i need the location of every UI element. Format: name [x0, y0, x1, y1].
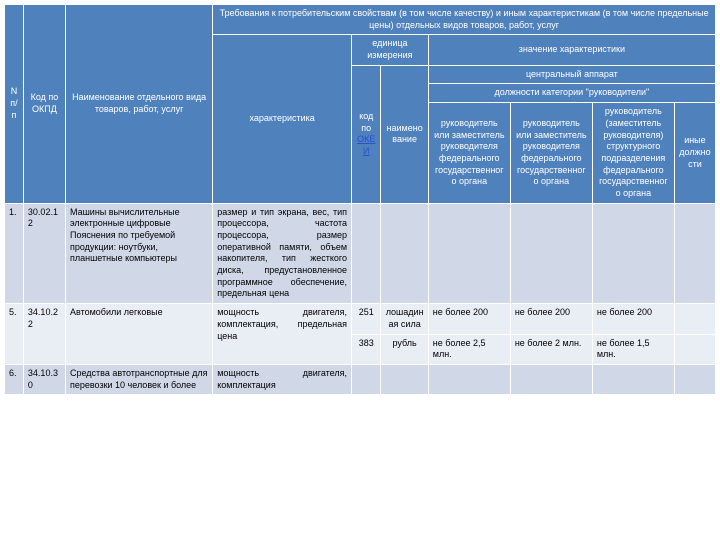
cell-v3: не более 1,5 млн. — [592, 334, 674, 364]
cell-v1: не более 2,5 млн. — [428, 334, 510, 364]
hdr-ed: единица измерения — [352, 35, 429, 65]
cell-n: 5. — [5, 304, 24, 365]
cell-v2 — [510, 364, 592, 394]
cell-v4 — [674, 364, 715, 394]
cell-okei: 251 — [352, 304, 381, 334]
cell-har: мощность двигателя, комплектация — [213, 364, 352, 394]
cell-kod: 30.02.12 — [23, 203, 65, 304]
cell-okei: 383 — [352, 334, 381, 364]
cell-v4 — [674, 203, 715, 304]
spec-table: N п/п Код по ОКПД Наименование отдельног… — [4, 4, 716, 395]
hdr-r4: иные должности — [674, 103, 715, 204]
hdr-r2: руководитель или заместитель руководител… — [510, 103, 592, 204]
hdr-dolzhnosti: должности категории "руководители" — [428, 84, 715, 103]
cell-v1 — [428, 203, 510, 304]
cell-ed-naimen: лошадиная сила — [381, 304, 428, 334]
cell-v3: не более 200 — [592, 304, 674, 334]
hdr-r1: руководитель или заместитель руководител… — [428, 103, 510, 204]
hdr-okei-label: код по — [359, 111, 373, 133]
cell-ed-naimen — [381, 203, 428, 304]
cell-v1: не более 200 — [428, 304, 510, 334]
cell-naim: Автомобили легковые — [65, 304, 212, 365]
cell-v1 — [428, 364, 510, 394]
cell-kod: 34.10.30 — [23, 364, 65, 394]
hdr-har: характеристика — [213, 35, 352, 203]
cell-v2: не более 200 — [510, 304, 592, 334]
cell-naim: Средства автотранспортные для перевозки … — [65, 364, 212, 394]
hdr-central: центральный аппарат — [428, 65, 715, 84]
cell-n: 1. — [5, 203, 24, 304]
cell-v3 — [592, 364, 674, 394]
hdr-r3: руководитель (заместитель руководителя) … — [592, 103, 674, 204]
hdr-n: N п/п — [5, 5, 24, 204]
cell-ed-naimen: рубль — [381, 334, 428, 364]
cell-v2 — [510, 203, 592, 304]
cell-v4 — [674, 334, 715, 364]
hdr-naim: Наименование отдельного вида товаров, ра… — [65, 5, 212, 204]
cell-har: мощность двигателя, комплектация, предел… — [213, 304, 352, 365]
cell-okei — [352, 203, 381, 304]
cell-naim: Машины вычислительные электронные цифров… — [65, 203, 212, 304]
hdr-okei: код по ОКЕИ — [352, 65, 381, 203]
hdr-znach: значение характеристики — [428, 35, 715, 65]
cell-okei — [352, 364, 381, 394]
cell-v2: не более 2 млн. — [510, 334, 592, 364]
cell-v4 — [674, 304, 715, 334]
cell-n: 6. — [5, 364, 24, 394]
okei-link[interactable]: ОКЕИ — [357, 134, 375, 156]
cell-har: размер и тип экрана, вес, тип процессора… — [213, 203, 352, 304]
cell-v3 — [592, 203, 674, 304]
cell-kod: 34.10.22 — [23, 304, 65, 365]
hdr-treb: Требования к потребительским свойствам (… — [213, 5, 716, 35]
hdr-naimen: наименование — [381, 65, 428, 203]
hdr-kod: Код по ОКПД — [23, 5, 65, 204]
cell-ed-naimen — [381, 364, 428, 394]
